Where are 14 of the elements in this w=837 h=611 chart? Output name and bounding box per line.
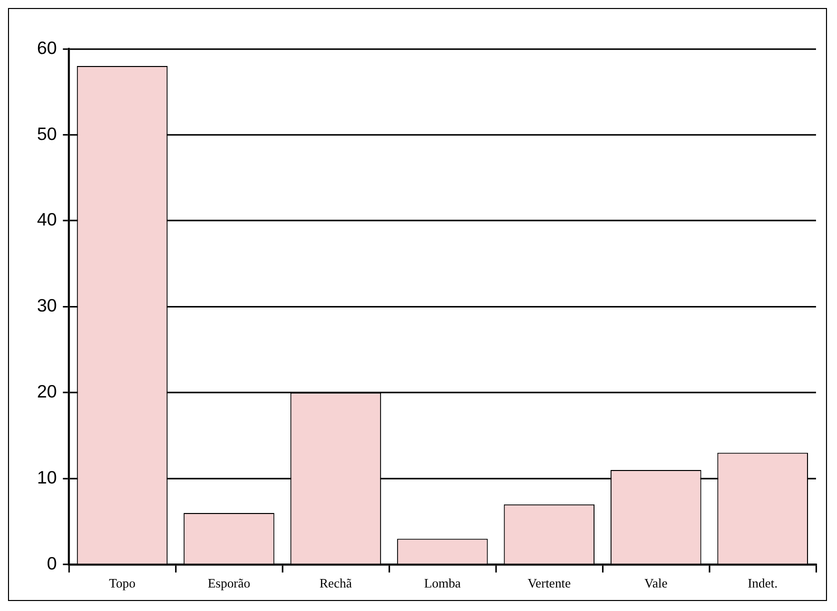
y-tick-label: 0 bbox=[46, 553, 57, 574]
y-tick-label: 30 bbox=[36, 296, 57, 316]
x-tick-label: Lomba bbox=[424, 576, 462, 591]
x-tick-label: Topo bbox=[109, 576, 136, 591]
x-tick-label: Indet. bbox=[748, 576, 778, 591]
x-tick-label: Esporão bbox=[208, 576, 250, 591]
y-tick-label: 60 bbox=[36, 38, 57, 58]
y-tick-label: 40 bbox=[36, 210, 57, 230]
y-tick-label: 10 bbox=[36, 468, 57, 488]
y-tick-label: 20 bbox=[36, 382, 57, 402]
x-tick-label: Rechã bbox=[320, 576, 352, 591]
x-tick-label: Vertente bbox=[528, 576, 572, 591]
y-tick-label: 50 bbox=[36, 124, 57, 144]
x-tick-label: Vale bbox=[644, 576, 668, 591]
